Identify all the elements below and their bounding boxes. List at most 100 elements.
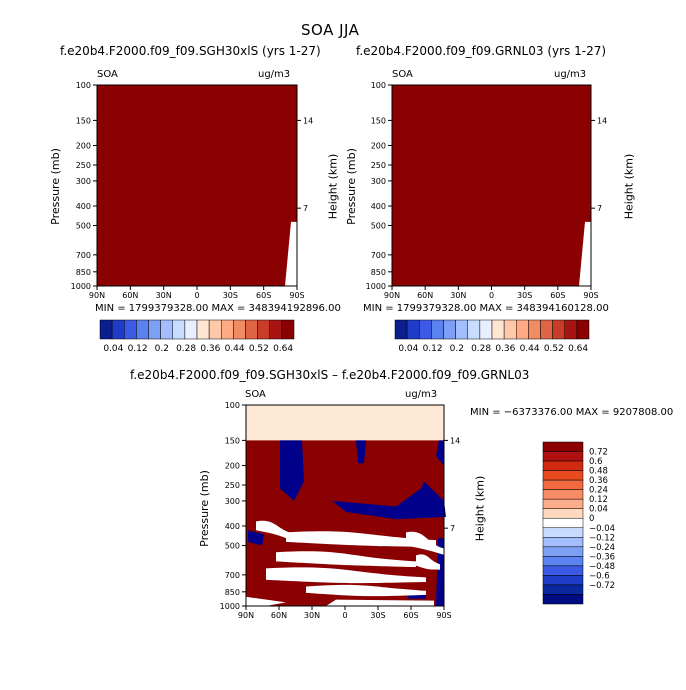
panel-3-xtick-label: 30S: [370, 611, 385, 620]
colorbar-top-2-swatch: [503, 319, 517, 340]
panel-2-field: [392, 85, 591, 286]
panel-1-ytick-label: 1000: [71, 282, 91, 291]
colorbar-diff-label: −0.12: [589, 533, 615, 543]
panel-3-ytick-label: 150: [225, 436, 240, 445]
panel-1-ytick-label: 300: [76, 177, 91, 186]
colorbar-top-swatch: [111, 319, 125, 340]
colorbar-diff-label: −0.72: [589, 581, 615, 591]
colorbar-diff-label: −0.48: [589, 562, 615, 572]
panel-3-near-zero-region: [326, 599, 434, 606]
colorbar-top-swatch: [99, 319, 113, 340]
panel-1-y2tick-label: 14: [303, 116, 313, 125]
panel-3-xtick-label: 60S: [403, 611, 418, 620]
colorbar-diff-label: −0.6: [589, 571, 610, 581]
colorbar-top-2-swatch: [564, 319, 578, 340]
colorbar-diff-swatch: [542, 489, 584, 500]
colorbar-top-2-swatch: [491, 319, 505, 340]
panel-3-negative-region: [332, 481, 446, 520]
colorbar-diff-label: 0.48: [589, 467, 608, 477]
panel-3-y2label: Height (km): [473, 475, 487, 542]
panel-2-y2label: Height (km): [622, 153, 636, 220]
colorbar-top-swatch: [172, 319, 186, 340]
panel-3-ytick-label: 850: [225, 588, 240, 597]
colorbar-top-label: 0.12: [128, 344, 148, 354]
colorbar-top-label: 0.04: [103, 344, 123, 354]
colorbar-diff-swatch: [542, 565, 584, 576]
panel-2-ytick-label: 400: [371, 202, 386, 211]
panel-3-ytick-label: 700: [225, 571, 240, 580]
colorbar-top-2-label: 0.2: [450, 344, 464, 354]
panel-1-y2tick-label: 7: [303, 204, 308, 213]
panel-2-y2tick-label: 7: [597, 204, 602, 213]
panel-1-minmax: MIN = 1799379328.00 MAX = 348394192896.0…: [95, 303, 341, 314]
colorbar-top-swatch: [269, 319, 283, 340]
panel-3-near-zero-region: [246, 596, 286, 606]
panel-3-xtick-label: 30N: [304, 611, 320, 620]
colorbar-top-2-swatch: [552, 319, 565, 340]
panel-3-negative-region: [248, 530, 264, 546]
colorbar-top-2-swatch: [540, 319, 553, 340]
panel-3-near-zero-region: [306, 584, 426, 597]
panel-1-xtick-label: 60N: [122, 291, 138, 300]
panel-2-ytick-label: 200: [371, 142, 386, 151]
panel-3-ytick-label: 500: [225, 541, 240, 550]
panel-2-missing-region: [579, 221, 591, 286]
panel-1-ytick-label: 700: [76, 251, 91, 260]
main-title: SOA JJA: [301, 21, 360, 39]
panel-2-ytick-label: 500: [371, 221, 386, 230]
colorbar-diff-swatch: [542, 556, 584, 567]
colorbar-top-swatch: [196, 319, 210, 340]
panel-3-subtitle: f.e20b4.F2000.f09_f09.SGH30xlS – f.e20b4…: [130, 368, 530, 382]
panel-3-xtick-label: 90N: [238, 611, 254, 620]
colorbar-top-swatch: [257, 319, 270, 340]
colorbar-top-2-label: 0.04: [398, 344, 418, 354]
panel-3-negative-region: [280, 440, 304, 501]
panel-2-ylabel: Pressure (mb): [344, 148, 358, 225]
colorbar-top-2-swatch: [443, 319, 456, 340]
panel-1-ytick-label: 100: [76, 81, 91, 90]
colorbar-top-2-label: 0.12: [423, 344, 443, 354]
colorbar-diff-swatch: [542, 537, 584, 548]
colorbar-top-2-swatch: [431, 319, 444, 340]
colorbar-top-2-label: 0.28: [471, 344, 491, 354]
colorbar-top-2-swatch: [479, 319, 493, 340]
colorbar-top-2-swatch: [419, 319, 432, 340]
colorbar-diff-label: 0: [589, 514, 594, 524]
panel-3-near-zero-region: [406, 531, 446, 556]
colorbar-top-label: 0.28: [176, 344, 196, 354]
colorbar-diff-swatch: [542, 498, 584, 509]
panel-1-unit-label: ug/m3: [258, 69, 291, 80]
panel-1-xtick-label: 90S: [289, 291, 304, 300]
panel-2-ytick-label: 300: [371, 177, 386, 186]
colorbar-diff-label: −0.04: [589, 524, 615, 534]
colorbar-diff-swatch: [542, 527, 584, 538]
colorbar-diff-label: 0.36: [589, 476, 608, 486]
colorbar-top-2-swatch: [394, 319, 408, 340]
colorbar-diff-swatch: [542, 594, 584, 605]
colorbar-top-2-label: 0.44: [520, 344, 540, 354]
panel-1-ytick-label: 150: [76, 116, 91, 125]
colorbar-top-swatch: [281, 319, 295, 340]
panel-1-ytick-label: 250: [76, 161, 91, 170]
panel-3-near-zero-region: [276, 551, 416, 568]
panel-2-ytick-label: 1000: [366, 282, 386, 291]
panel-1-field: [97, 85, 297, 286]
colorbar-top-2-label: 0.52: [544, 344, 564, 354]
panel-3-ytick-label: 400: [225, 522, 240, 531]
colorbar-diff-swatch: [542, 479, 584, 490]
panel-3-ylabel: Pressure (mb): [197, 470, 211, 547]
panel-2-minmax: MIN = 1799379328.00 MAX = 348394160128.0…: [363, 303, 609, 314]
panel-3-negative-region: [356, 440, 366, 464]
panel-2-y2tick-label: 14: [597, 116, 607, 125]
panel-1-ytick-label: 850: [76, 268, 91, 277]
panel-3-negative-region: [436, 538, 444, 606]
colorbar-top-swatch: [136, 319, 149, 340]
colorbar-diff-swatch: [542, 441, 584, 452]
colorbar-diff-swatch: [542, 517, 584, 529]
panel-2-unit-label: ug/m3: [554, 69, 587, 80]
colorbar-diff-label: 0.24: [589, 486, 608, 496]
colorbar-top-swatch: [124, 319, 137, 340]
colorbar-top-label: 0.36: [200, 344, 220, 354]
panel-3-y2tick-label: 7: [450, 524, 455, 533]
panel-3-near-zero-region: [416, 554, 440, 570]
